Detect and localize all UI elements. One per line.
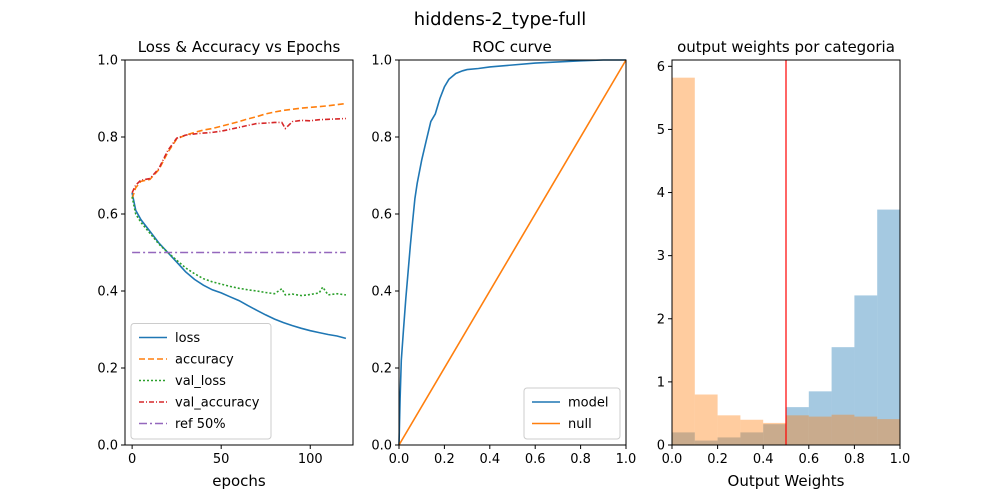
y-tick-label: 0.2 [97,362,118,377]
weights-title: output weights por categoria [677,38,895,56]
series-line-val-accuracy [131,117,346,194]
histogram-bar [740,432,764,445]
series-line-model [398,59,626,446]
weights-panel: output weights por categoria 0.0 0.2 0.4 0.… [657,38,911,490]
roc-ticks: 0.0 0.2 0.4 0.6 0.8 1.0 0.0 0.2 0.4 0.6 0.8 1.0 [371,54,636,468]
legend-label: val_loss [175,374,226,389]
y-tick-label: 0.4 [97,285,118,300]
histogram-bar [877,209,900,445]
loss-accuracy-xlabel: epochs [212,472,266,490]
legend-label: null [568,417,592,432]
histogram-bar [672,432,695,445]
x-tick-label: 0.2 [707,452,728,467]
y-tick-label: 0.8 [97,131,118,146]
legend-label: loss [175,331,200,346]
y-tick-label: 0.8 [371,131,392,146]
x-tick-label: 0.6 [525,452,546,467]
weights-xlabel: Output Weights [728,472,845,490]
y-tick-label: 6 [657,60,665,75]
loss-accuracy-axes-frame [124,59,354,446]
y-tick-label: 0.6 [97,208,118,223]
histogram-bar [831,414,855,445]
legend-label: model [568,396,608,411]
histogram-bar [786,407,809,445]
y-tick-label: 0.2 [371,362,392,377]
loss-accuracy-panel: Loss & Accuracy vs Epochs 0 50 100 0.0 0.2 0.… [97,38,354,490]
y-tick-label: 1.0 [97,54,118,69]
y-tick-label: 1 [657,375,665,390]
histogram-bar [740,419,764,445]
y-tick-label: 0.0 [371,439,392,454]
weights-marks [672,60,900,446]
y-tick-label: 0.6 [371,208,392,223]
histogram-bar [672,77,695,446]
histogram-bar [717,415,741,445]
weights-ticks: 0.0 0.2 0.4 0.6 0.8 1.0 0 1 2 3 4 5 6 [657,60,911,467]
x-tick-label: 0.0 [662,452,683,467]
roc-panel: ROC curve 0.0 0.2 0.4 0.6 0.8 1.0 0.0 0.2 0.4 0.6… [371,38,636,467]
x-tick-label: 1.0 [616,452,637,467]
x-tick-label: 50 [213,452,230,467]
legend-box [130,323,272,440]
legend-box [523,387,621,440]
x-tick-label: 0.2 [434,452,455,467]
y-tick-label: 1.0 [371,54,392,69]
x-tick-label: 0.6 [798,452,819,467]
y-tick-label: 3 [657,249,665,264]
series-line-val-loss [131,196,347,297]
roc-axes-frame [398,59,627,446]
y-tick-label: 0 [657,439,665,454]
roc-marks [398,59,627,446]
y-tick-label: 0.4 [371,285,392,300]
histogram-bar [808,391,832,445]
loss-accuracy-ticks: 0 50 100 0.0 0.2 0.4 0.6 0.8 1.0 [97,54,322,468]
histogram-bar [763,424,786,445]
y-tick-label: 5 [657,123,665,138]
x-tick-label: 0.8 [844,452,865,467]
series-line-accuracy [131,102,347,199]
histogram-bar [786,415,809,445]
histogram-bar [717,437,741,445]
x-tick-label: 0.4 [479,452,500,467]
roc-title: ROC curve [472,38,552,56]
x-tick-label: 0 [128,452,136,467]
histogram-bar [808,416,832,445]
legend-label: val_accuracy [175,396,260,411]
x-tick-label: 0.8 [570,452,591,467]
weights-axes-frame [671,59,901,446]
histogram-bar [694,440,718,445]
loss-accuracy-marks [131,102,347,340]
legend-label: accuracy [175,353,234,368]
figure-suptitle: hiddens-2_type-full [414,9,587,30]
x-tick-label: 0.4 [753,452,774,467]
roc-legend: model null [523,387,621,440]
y-tick-label: 4 [657,186,665,201]
y-tick-label: 2 [657,312,665,327]
histogram-bar [854,416,878,445]
series-line-loss [131,192,347,340]
loss-accuracy-title: Loss & Accuracy vs Epochs [138,38,341,56]
histogram-bar [694,394,718,445]
x-tick-label: 1.0 [890,452,911,467]
x-tick-label: 0.0 [389,452,410,467]
histogram-bar [877,419,900,445]
y-tick-label: 0.0 [97,439,118,454]
histogram-bar [831,347,855,445]
histogram-bar [854,295,878,445]
histogram-bar [763,422,786,445]
legend-label: ref 50% [175,417,226,432]
x-tick-label: 100 [298,452,323,467]
series-line-null [398,59,627,446]
